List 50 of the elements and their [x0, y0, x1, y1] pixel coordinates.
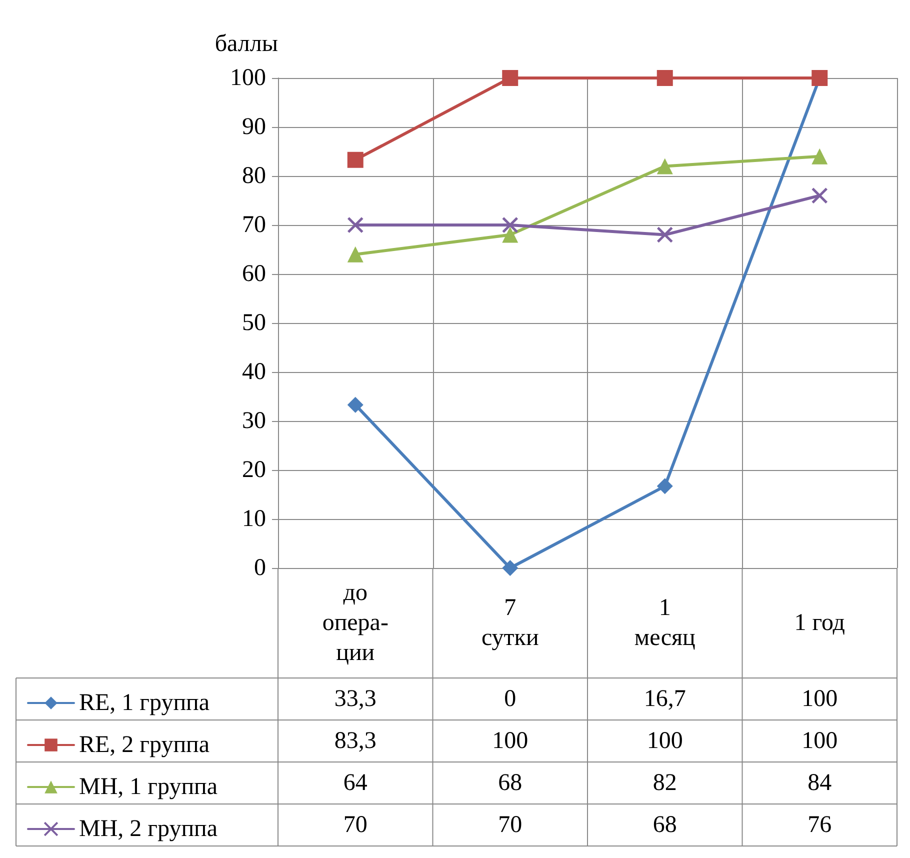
- point: [811, 187, 828, 204]
- data-label: 82: [652, 770, 677, 796]
- data-label: 64: [343, 770, 368, 796]
- data-label: 16,7: [644, 686, 686, 712]
- data-label: 33,3: [334, 686, 376, 712]
- y-tick-label: 80: [242, 163, 266, 189]
- point: [502, 216, 518, 234]
- data-label: 0: [504, 686, 516, 712]
- y-tick-label: 10: [242, 506, 266, 532]
- point: [656, 478, 673, 494]
- y-tick-label: 30: [242, 408, 266, 434]
- point: [656, 70, 673, 86]
- point: [347, 152, 364, 168]
- data-label: 100: [492, 728, 528, 754]
- data-label: 68: [498, 770, 522, 796]
- y-tick-label: 60: [242, 261, 266, 287]
- legend-label: MH, 1 группа: [79, 774, 218, 800]
- data-label: 100: [646, 728, 683, 754]
- x-tick-label: 7 сутки: [481, 595, 539, 651]
- data-label: 100: [802, 728, 838, 754]
- data-label: 100: [802, 686, 838, 712]
- y-tick-label: 100: [230, 65, 266, 91]
- point: [812, 148, 828, 164]
- y-tick-label: 90: [242, 114, 266, 140]
- y-tick-label: 0: [254, 555, 266, 581]
- y-tick-label: 70: [242, 212, 266, 238]
- y-tick-label: 50: [242, 310, 266, 336]
- y-tick-label: 20: [242, 457, 266, 483]
- legend-label: RE, 2 группа: [79, 732, 210, 758]
- legend-label: MH, 2 группа: [79, 816, 218, 842]
- point: [347, 246, 364, 262]
- data-label: 84: [808, 770, 832, 796]
- point: [656, 226, 674, 244]
- data-label: 70: [498, 812, 522, 838]
- legend-label: RE, 1 группа: [79, 690, 210, 716]
- point: [656, 158, 673, 174]
- data-label: 83,3: [334, 728, 376, 754]
- point: [347, 216, 364, 234]
- data-label: 76: [808, 812, 832, 838]
- y-tick-label: 40: [242, 359, 266, 385]
- point: [502, 226, 518, 243]
- y-axis-title: баллы: [214, 31, 278, 57]
- x-tick-label: 1 год: [794, 610, 846, 636]
- x-tick-label: 1 месяц: [634, 595, 696, 651]
- data-label: 70: [343, 812, 368, 838]
- x-tick-label: до опера-ции: [322, 580, 388, 666]
- point: [502, 70, 518, 86]
- point: [502, 560, 518, 576]
- point: [347, 396, 364, 413]
- data-label: 68: [652, 812, 677, 838]
